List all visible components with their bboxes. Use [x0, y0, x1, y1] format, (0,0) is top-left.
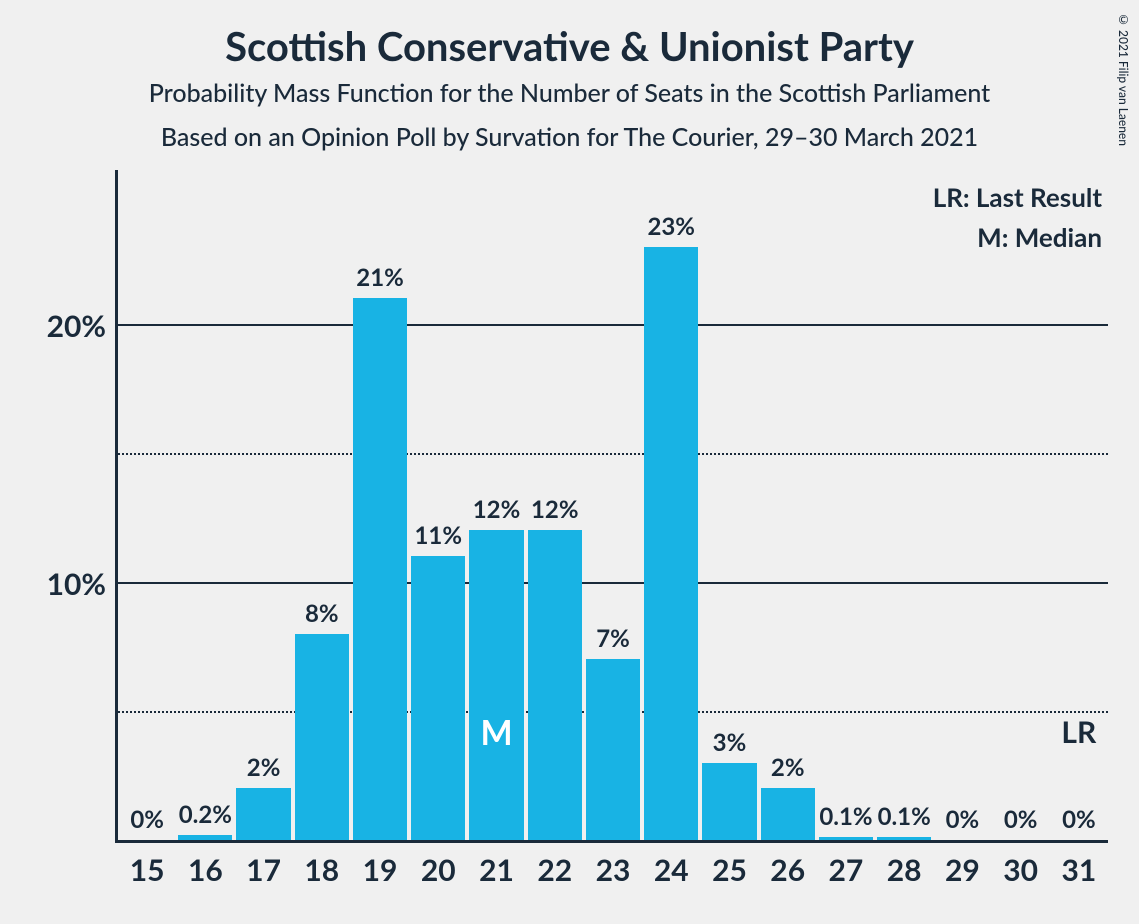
- x-tick-label: 19: [350, 852, 410, 888]
- x-tick-label: 23: [583, 852, 643, 888]
- y-tick-label: 20%: [16, 308, 106, 344]
- median-marker: M: [469, 712, 523, 753]
- grid-major: [118, 324, 1108, 326]
- bar-value-label: 3%: [689, 728, 769, 757]
- bar-value-label: 11%: [398, 521, 478, 550]
- last-result-marker: LR: [1052, 714, 1106, 750]
- bar: [411, 556, 465, 840]
- bar: [469, 530, 523, 840]
- bar: [295, 634, 349, 840]
- x-tick-label: 30: [991, 852, 1051, 888]
- x-tick-label: 21: [467, 852, 527, 888]
- bar: [586, 659, 640, 840]
- bar: [528, 530, 582, 840]
- x-tick-label: 18: [292, 852, 352, 888]
- bar-value-label: 7%: [573, 624, 653, 653]
- grid-minor: [118, 453, 1108, 455]
- y-axis: [115, 170, 118, 840]
- x-tick-label: 15: [117, 852, 177, 888]
- y-tick-label: 10%: [16, 566, 106, 602]
- copyright-text: © 2021 Filip van Laenen: [1116, 12, 1131, 146]
- chart-subtitle-1: Probability Mass Function for the Number…: [0, 78, 1139, 108]
- x-tick-label: 26: [758, 852, 818, 888]
- legend-median: M: Median: [977, 221, 1102, 253]
- bar-value-label: 0.2%: [165, 800, 245, 829]
- x-tick-label: 28: [874, 852, 934, 888]
- x-tick-label: 20: [408, 852, 468, 888]
- x-tick-label: 31: [1049, 852, 1109, 888]
- bar: [236, 788, 290, 840]
- legend-last-result: LR: Last Result: [933, 181, 1102, 213]
- bar-value-label: 0%: [1039, 805, 1119, 834]
- x-tick-label: 16: [175, 852, 235, 888]
- bar-value-label: 8%: [282, 599, 362, 628]
- bar-value-label: 2%: [748, 753, 828, 782]
- x-tick-label: 27: [816, 852, 876, 888]
- x-axis: [115, 840, 1108, 843]
- x-tick-label: 22: [525, 852, 585, 888]
- bar-value-label: 12%: [515, 495, 595, 524]
- chart-title: Scottish Conservative & Unionist Party: [0, 22, 1139, 70]
- x-tick-label: 17: [234, 852, 294, 888]
- bar-value-label: 23%: [631, 212, 711, 241]
- chart-subtitle-2: Based on an Opinion Poll by Survation fo…: [0, 122, 1139, 152]
- x-tick-label: 24: [641, 852, 701, 888]
- grid-major: [118, 582, 1108, 584]
- bar: [353, 298, 407, 840]
- x-tick-label: 25: [699, 852, 759, 888]
- bar-value-label: 2%: [224, 753, 304, 782]
- plot-area: 0%150.2%162%178%1821%1911%2012%21M12%227…: [118, 195, 1108, 840]
- x-tick-label: 29: [932, 852, 992, 888]
- bar-value-label: 21%: [340, 263, 420, 292]
- chart-container: Scottish Conservative & Unionist Party P…: [0, 0, 1139, 924]
